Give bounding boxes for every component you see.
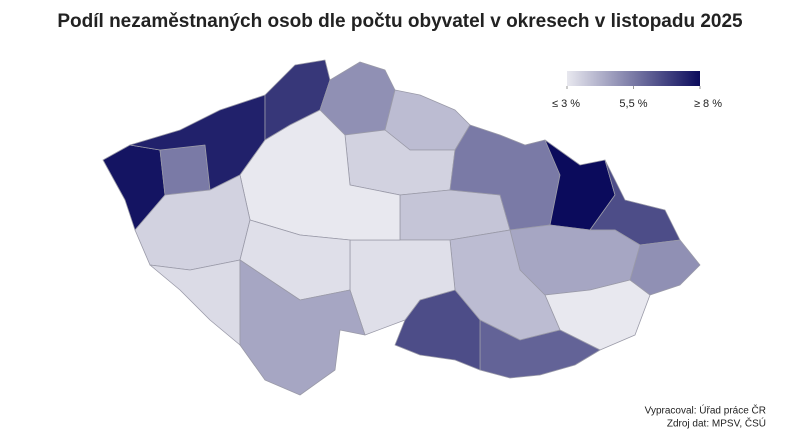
credit: Vypracoval: Úřad práce ČR [645,404,766,417]
map-title: Podíl nezaměstnaných osob dle počtu obyv… [57,11,743,32]
district [479,319,601,379]
district [629,239,701,296]
district [159,144,211,196]
district [149,259,241,346]
legend-label: 5,5 % [619,98,647,110]
legend-gradient [567,71,700,86]
legend-label: ≥ 8 % [694,98,722,110]
district [394,289,481,371]
credit: Zdroj dat: MPSV, ČSÚ [667,417,766,430]
legend-label: ≤ 3 % [552,98,580,110]
district [239,259,366,396]
